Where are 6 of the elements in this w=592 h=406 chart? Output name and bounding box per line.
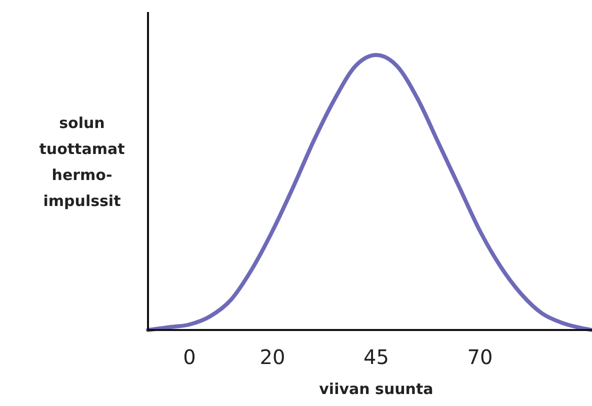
y-axis-title: solun tuottamat hermo- impulssit: [39, 114, 125, 210]
x-tick-label: 0: [183, 345, 196, 369]
x-axis-title: viivan suunta: [319, 380, 434, 398]
x-tick-label: 70: [467, 345, 493, 369]
x-tick-label: 45: [364, 345, 389, 369]
x-tick-label: 20: [260, 345, 286, 369]
